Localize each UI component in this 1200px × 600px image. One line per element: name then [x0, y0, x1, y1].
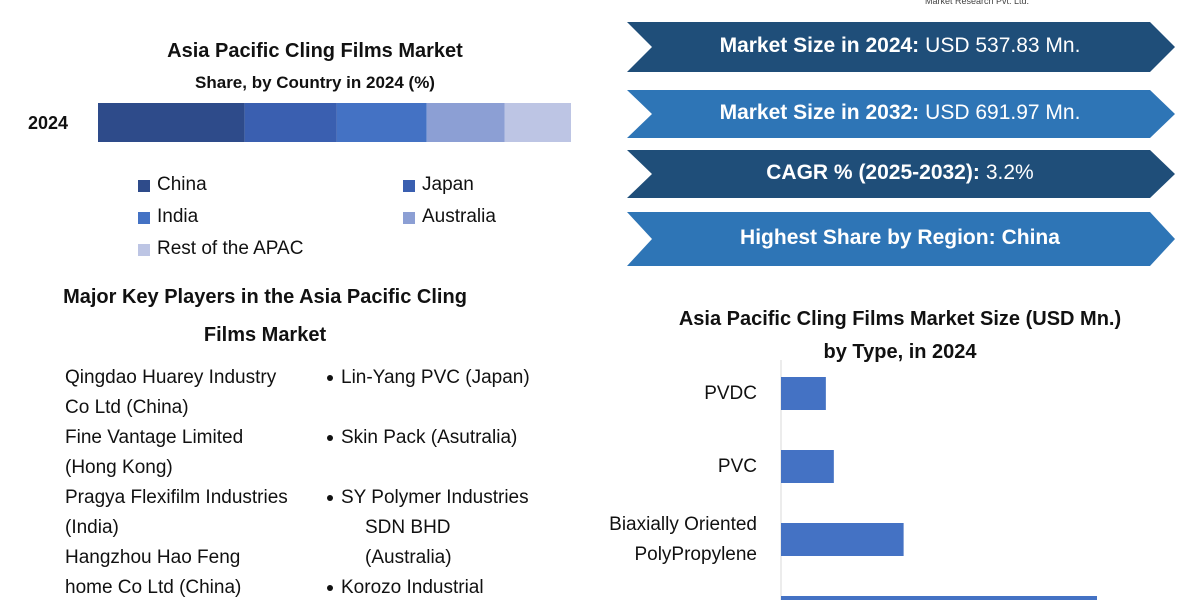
legend-label: Japan	[422, 174, 474, 195]
chart-title: Asia Pacific Cling Films Market	[167, 40, 463, 62]
legend-swatch	[138, 212, 150, 224]
bar-segment	[244, 103, 337, 142]
player-name: Korozo Industrial	[341, 577, 484, 598]
y-tick-label: PVDC	[704, 383, 757, 404]
chart-subtitle: Share, by Country in 2024 (%)	[195, 73, 435, 92]
bar-segment	[336, 103, 427, 142]
stat-banner	[627, 90, 1175, 138]
player-name: Fine Vantage Limited (Hong Kong)	[65, 427, 244, 478]
player-name: Pragya Flexifilm Industries (India)	[65, 487, 288, 538]
bar	[781, 377, 826, 410]
stat-value: USD 691.97 Mn.	[925, 101, 1081, 124]
stat-value: 3.2%	[985, 161, 1034, 184]
stat-banner	[627, 22, 1175, 72]
legend-label: India	[157, 206, 199, 227]
y-tick-label: PVC	[717, 456, 757, 477]
stat-text: Highest Share by Region: China	[640, 226, 1160, 250]
stat-text: Market Size in 2032: USD 691.97 Mn.	[640, 101, 1160, 125]
bar-segment	[504, 103, 571, 142]
legend-label: China	[157, 174, 207, 195]
stat-label: Market Size in 2024:	[719, 34, 920, 57]
player-name: SY Polymer Industries SDN BHD (Australia…	[341, 487, 529, 568]
y-tick-label: Biaxially Oriented PolyPropylene	[609, 514, 757, 565]
legend-swatch	[138, 180, 150, 192]
stat-text: CAGR % (2025-2032): 3.2%	[640, 161, 1160, 185]
category-label: 2024	[28, 113, 69, 133]
player-name: Lin-Yang PVC (Japan)	[341, 367, 530, 388]
player-name: Qingdao Huarey Industry Co Ltd (China)	[65, 367, 277, 418]
bar-segment	[98, 103, 245, 142]
stat-label: Market Size in 2032:	[719, 101, 920, 124]
player-name: Skin Pack (Asutralia)	[341, 427, 518, 448]
bar	[781, 596, 1098, 600]
chart-title: Asia Pacific Cling Films Market Size (US…	[678, 308, 1122, 363]
stat-label: CAGR % (2025-2032):	[766, 161, 980, 184]
stat-label: Highest Share by Region:	[740, 226, 996, 249]
legend-swatch	[138, 244, 150, 256]
legend-swatch	[403, 212, 415, 224]
logo-text: Market Research Pvt. Ltd.	[925, 0, 1030, 6]
stat-banner	[627, 150, 1175, 198]
bar	[781, 450, 834, 483]
stat-value: China	[1001, 226, 1060, 249]
bullet	[327, 375, 333, 381]
stat-banner	[627, 212, 1175, 266]
player-name: Hangzhou Hao Feng home Co Ltd (China)	[65, 547, 242, 598]
legend-label: Rest of the APAC	[157, 238, 304, 259]
legend-swatch	[403, 180, 415, 192]
bar-segment	[426, 103, 505, 142]
section-title: Major Key Players in the Asia Pacific Cl…	[63, 286, 467, 346]
bullet	[327, 585, 333, 591]
legend-label: Australia	[422, 206, 496, 227]
bullet	[327, 495, 333, 501]
stat-value: USD 537.83 Mn.	[925, 34, 1081, 57]
stat-text: Market Size in 2024: USD 537.83 Mn.	[640, 34, 1160, 58]
bar	[781, 523, 904, 556]
bullet	[327, 435, 333, 441]
